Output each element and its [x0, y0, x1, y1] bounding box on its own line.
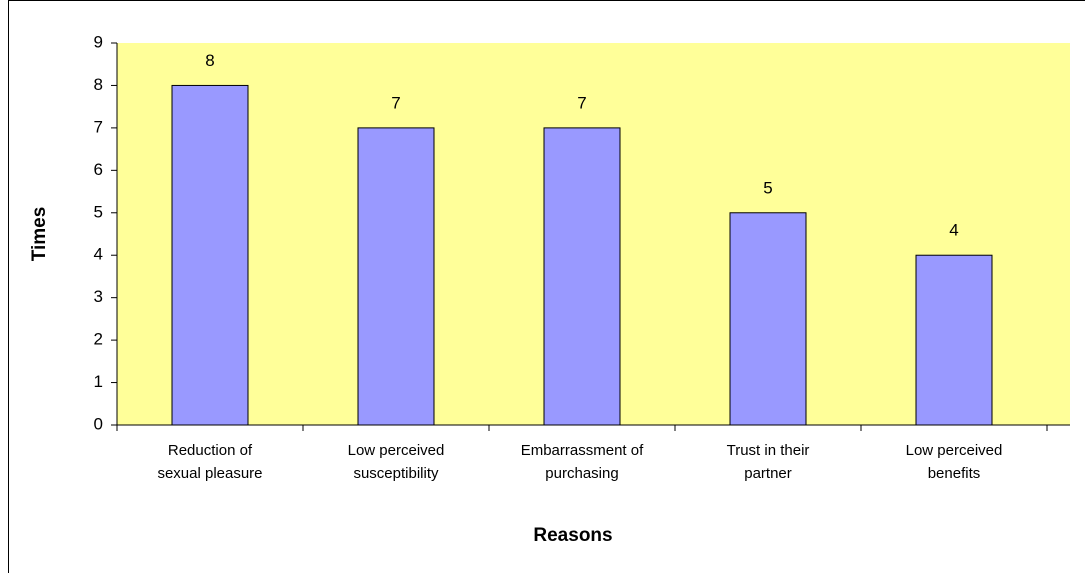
data-label: 7: [577, 93, 586, 112]
data-label: 7: [391, 93, 400, 112]
y-tick-label: 3: [94, 287, 103, 306]
bar: [357, 127, 435, 426]
x-tick-label: Reduction of sexual pleasure: [157, 442, 263, 482]
y-tick-label: 2: [94, 330, 103, 349]
bar: [915, 254, 993, 426]
bar: [729, 212, 807, 426]
y-tick-label: 7: [94, 117, 103, 136]
y-axis-title: Times: [29, 207, 50, 262]
y-tick-label: 8: [94, 75, 103, 94]
x-tick-label: Low perceived benefits: [905, 442, 1003, 482]
chart-border: [8, 0, 1085, 573]
bar: [543, 127, 621, 426]
y-tick-label: 6: [94, 160, 103, 179]
y-tick-label: 5: [94, 202, 103, 221]
x-tick-label: Low perceived susceptibility: [347, 442, 445, 482]
data-label: 8: [205, 51, 214, 70]
x-axis-title: Reasons: [533, 525, 612, 546]
x-tick-label: Embarrassment of purchasing: [520, 442, 644, 482]
y-tick-label: 9: [94, 32, 103, 51]
data-label: 4: [949, 221, 958, 240]
y-tick-label: 1: [94, 372, 103, 391]
data-label: 5: [763, 178, 772, 197]
y-tick-label: 4: [94, 245, 103, 264]
y-tick-label: 0: [94, 414, 103, 433]
bar: [171, 84, 249, 426]
x-tick-label: Trust in their partner: [726, 442, 810, 482]
